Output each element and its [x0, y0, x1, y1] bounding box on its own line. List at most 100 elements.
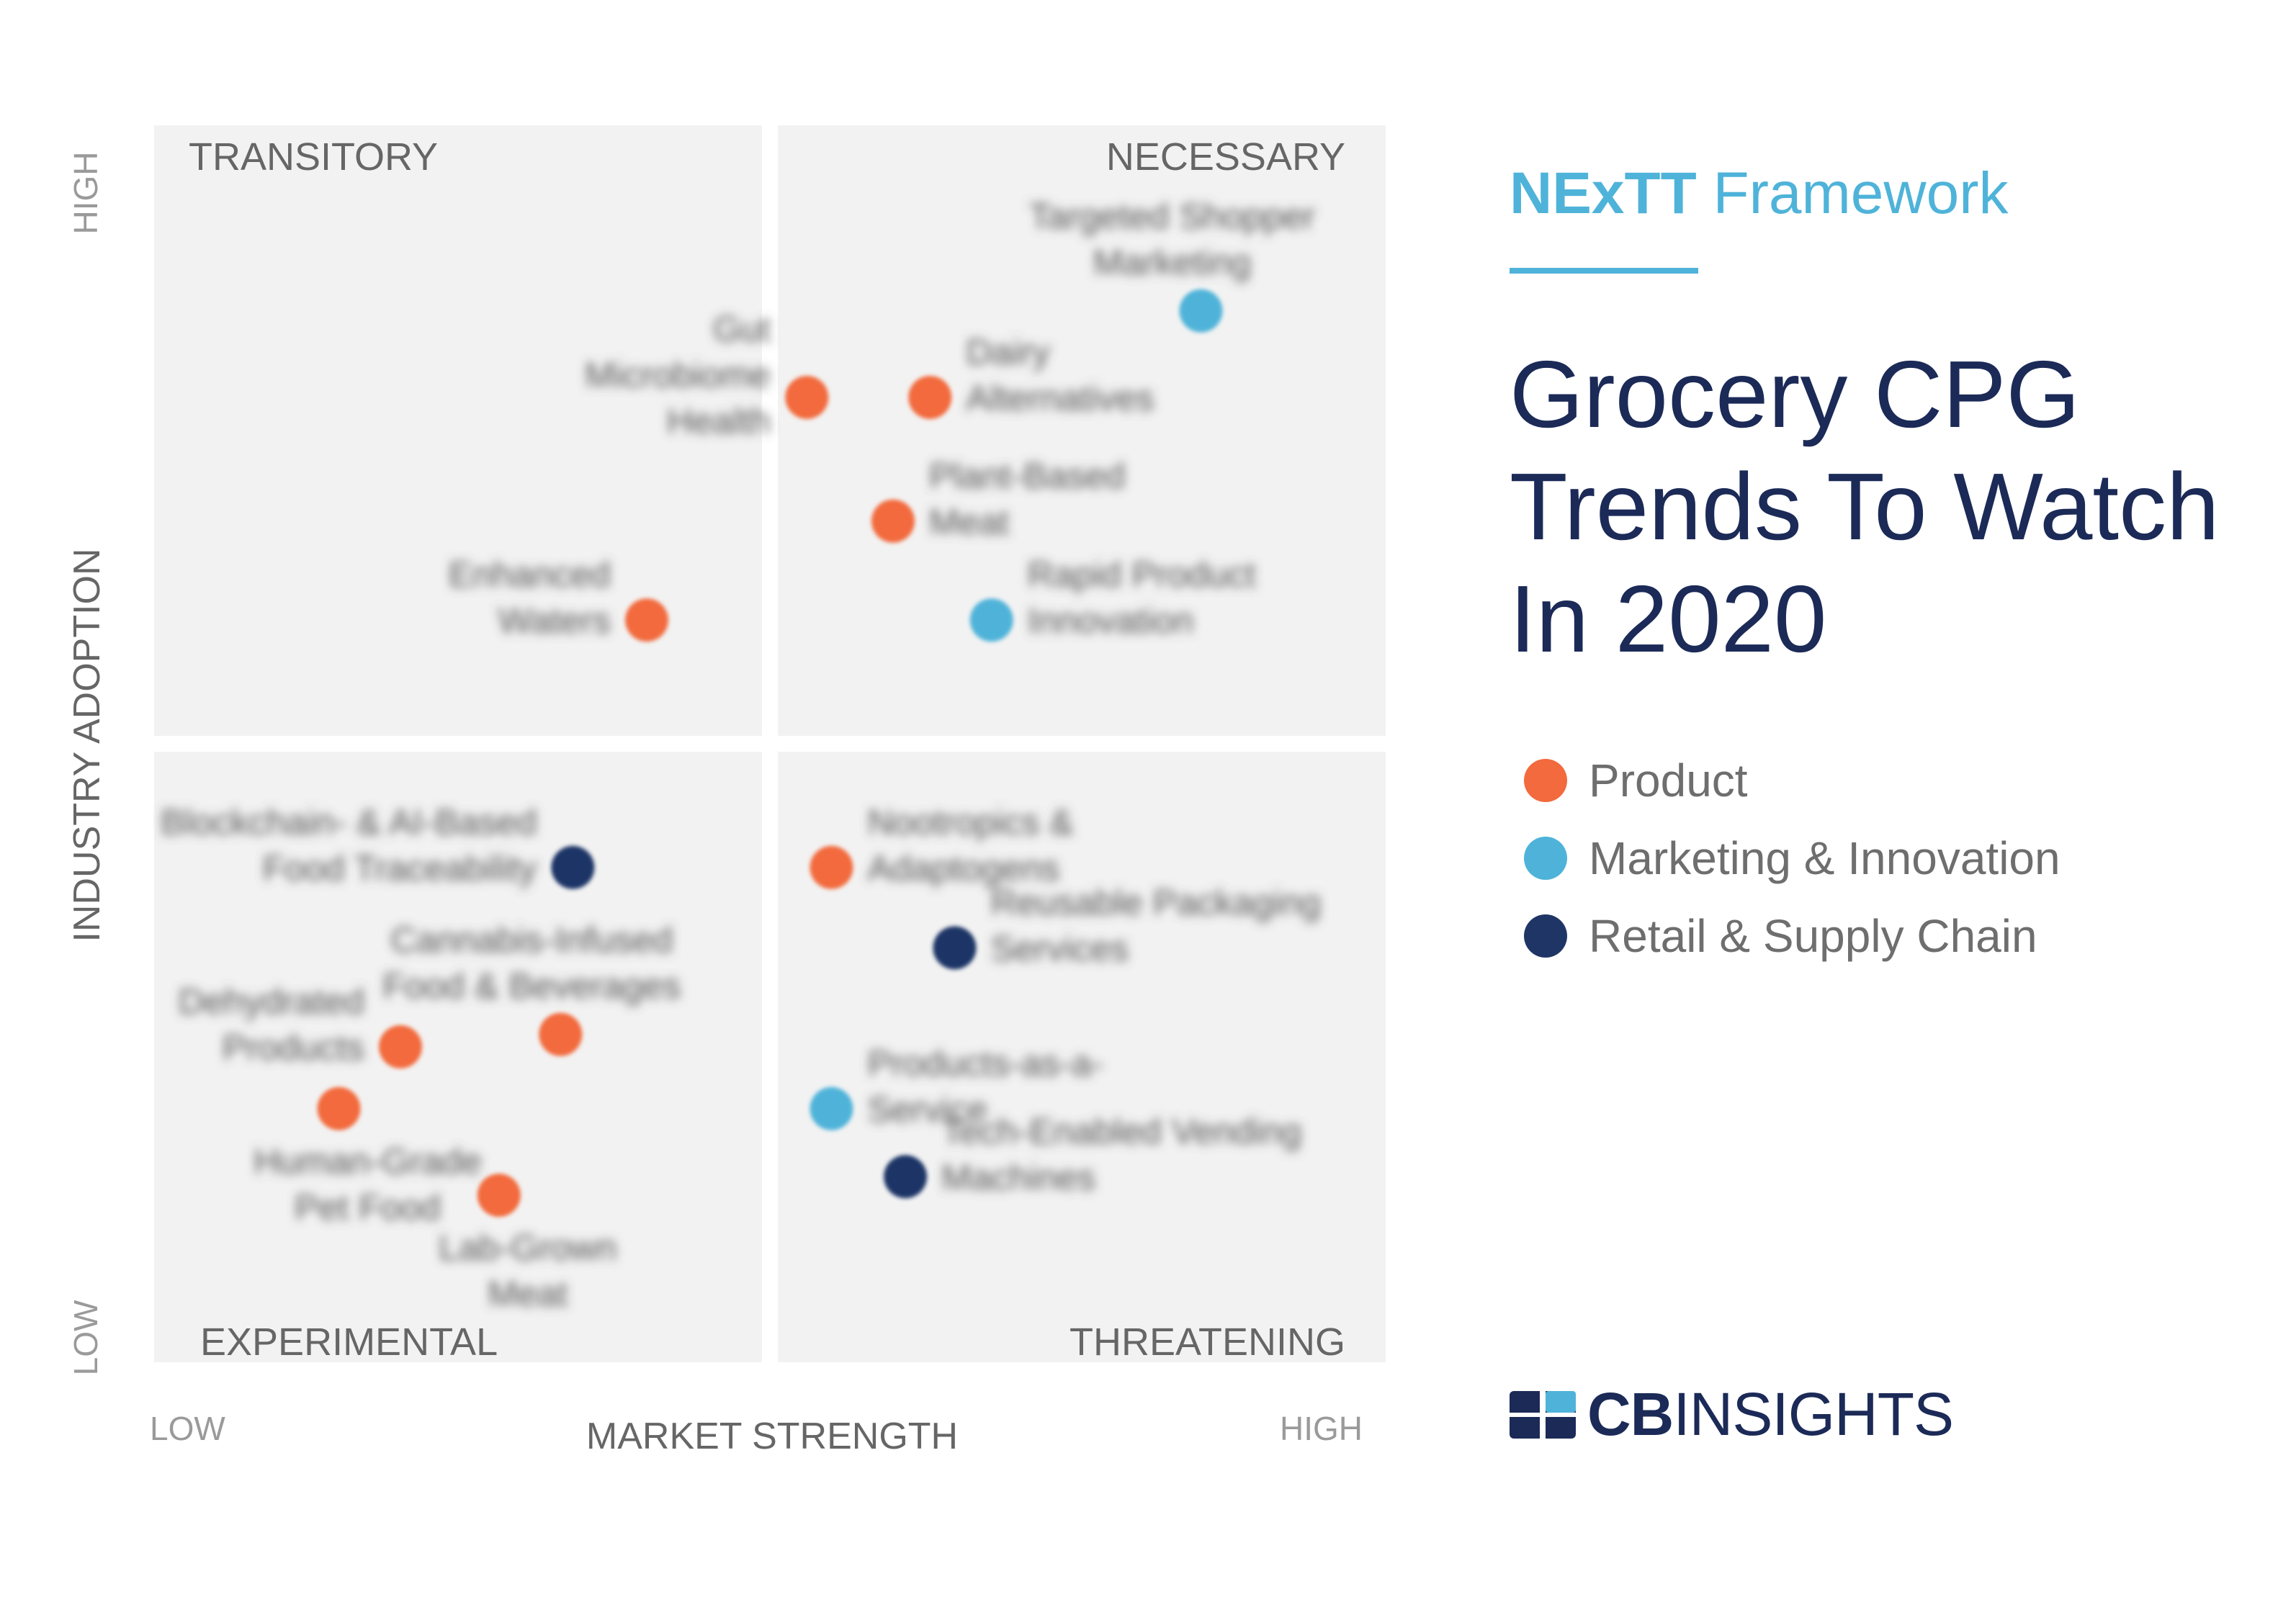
trend-point-label-line: Services [991, 928, 1129, 968]
trend-point-label-line: Health [667, 401, 771, 441]
trend-point-label-line: Human-Grade [254, 1141, 482, 1182]
trend-point-dot [908, 375, 952, 419]
trend-point-label-line: Machines [941, 1157, 1095, 1197]
trend-point-label: Reusable Packaging Services [991, 882, 1322, 968]
chart-text-layer: TRANSITORY NECESSARY EXPERIMENTAL THREAT… [66, 135, 1363, 1457]
trend-point-label: Rapid Product Innovation [1028, 554, 1256, 641]
trend-point-label-line: Tech-Enabled Vending [941, 1111, 1301, 1151]
quadrant-label-transitory: TRANSITORY [189, 135, 438, 179]
trend-point-dot [871, 499, 915, 543]
trend-point: Gut Microbiome Health [585, 309, 829, 441]
logo-text-rest: INSIGHTS [1673, 1380, 1954, 1448]
framework-heading: NExTT Framework [1510, 160, 2009, 228]
quadrant-label-experimental: EXPERIMENTAL [200, 1320, 498, 1364]
legend-item-retail: Retail & Supply Chain [1524, 897, 2060, 975]
quadrant-experimental [154, 752, 762, 1362]
trend-point-label-line: Nootropics & [868, 802, 1074, 842]
cb-insights-logo: CBINSIGHTS [1510, 1380, 1954, 1449]
trend-point-dot [551, 845, 595, 889]
framework-heading-rest: Framework [1713, 161, 2009, 226]
trend-point-label-line: Lab-Grown [439, 1228, 616, 1268]
trend-point-label: Gut Microbiome Health [585, 309, 771, 441]
trend-point-label: Dairy Alternatives [966, 332, 1154, 418]
trend-point-label-line: Gut [713, 309, 771, 349]
trend-point-label-line: Meat [488, 1274, 568, 1314]
trend-point-label-line: Targeted Shopper [1029, 197, 1316, 237]
trend-point: Nootropics & Adaptogens [810, 802, 1074, 889]
x-axis-high-label: HIGH [1280, 1410, 1363, 1447]
trend-point-label-line: Microbiome [585, 355, 771, 395]
x-axis-low-label: LOW [150, 1410, 225, 1447]
cb-insights-wordmark: CBINSIGHTS [1587, 1380, 1954, 1449]
trend-point-label: Targeted Shopper Marketing [1029, 197, 1316, 283]
framework-underline [1510, 268, 1698, 274]
trend-point-label-line: Rapid Product [1028, 554, 1256, 595]
report-title-line-2: Trends To Watch [1510, 454, 2220, 559]
trend-point: Cannabis-Infused Food & Beverages [382, 920, 681, 1056]
trend-point: Targeted Shopper Marketing [1029, 197, 1316, 333]
trend-point-dot [317, 1086, 361, 1130]
trend-point: Products-as-a- Service [810, 1043, 1104, 1130]
y-axis-title: INDUSTRY ADOPTION [66, 548, 108, 942]
quadrant-backgrounds [154, 125, 1386, 1362]
trend-point-label-line: Enhanced [449, 554, 611, 595]
trend-point-label: Cannabis-Infused Food & Beverages [382, 920, 681, 1007]
trend-point-dot [969, 598, 1013, 642]
trend-point-dot [477, 1174, 521, 1218]
trend-point-dot [884, 1155, 928, 1199]
quadrant-label-necessary: NECESSARY [1106, 135, 1345, 179]
report-title-line-3: In 2020 [1510, 566, 1827, 672]
trend-point-label-line: Products-as-a- [868, 1043, 1104, 1084]
trend-point-label-line: Service [868, 1089, 988, 1130]
trend-point-label-line: Waters [498, 600, 611, 641]
trend-point-label: Dehydrated Products [179, 981, 365, 1068]
trend-point-label-line: Adaptogens [868, 848, 1060, 888]
trend-point-dot [539, 1012, 583, 1056]
trend-point-label: Lab-Grown Meat [439, 1228, 616, 1314]
trend-point: Enhanced Waters [449, 554, 668, 642]
logo-text-bold: CB [1587, 1380, 1674, 1448]
trend-point-label-line: Plant-Based [929, 456, 1125, 496]
trend-point-label-line: Dairy [966, 332, 1050, 372]
trend-point: Rapid Product Innovation [969, 554, 1256, 642]
trend-point-label-line: Marketing [1093, 243, 1252, 283]
trend-point-dot [625, 598, 668, 642]
trend-point-label: Human-Grade Pet Food [254, 1141, 482, 1228]
trend-point-dot [379, 1025, 422, 1068]
trend-point: Dehydrated Products [179, 981, 422, 1068]
trend-points: Targeted Shopper Marketing Gut Microbiome He… [161, 197, 1321, 1314]
legend-item-product: Product [1524, 742, 2060, 819]
quadrant-threatening [778, 752, 1386, 1362]
y-axis-low-label: LOW [67, 1300, 104, 1375]
trend-point-label-line: Pet Food [295, 1187, 441, 1228]
trend-point-label-line: Innovation [1028, 600, 1194, 641]
trend-point-label-line: Cannabis-Infused [390, 920, 673, 960]
trend-point-label: Enhanced Waters [449, 554, 611, 641]
legend-dot-retail [1524, 914, 1567, 958]
legend-label-retail: Retail & Supply Chain [1589, 910, 2037, 962]
cb-insights-logo-icon [1510, 1390, 1576, 1439]
trend-point-label-line: Blockchain- & AI-Based [161, 802, 537, 842]
trend-point-dot [785, 375, 829, 419]
framework-heading-bold: NExTT [1510, 161, 1697, 226]
y-axis-high-label: HIGH [67, 152, 104, 235]
report-title-line-1: Grocery CPG [1510, 341, 2081, 447]
quadrant-necessary [778, 125, 1386, 736]
legend-label-marketing: Marketing & Innovation [1589, 832, 2060, 884]
trend-point-label: Blockchain- & AI-Based Food Traceability [161, 802, 537, 888]
trend-point: Lab-Grown Meat [439, 1174, 616, 1314]
trend-point-label-line: Reusable Packaging [991, 882, 1322, 922]
legend-label-product: Product [1589, 755, 1748, 806]
trend-point-label-line: Food Traceability [263, 848, 537, 888]
trend-point: Tech-Enabled Vending Machines [884, 1111, 1301, 1199]
category-legend: Product Marketing & Innovation Retail & … [1524, 742, 2060, 975]
trend-point-label-line: Dehydrated [179, 981, 365, 1022]
trend-point-label-line: Products [223, 1027, 364, 1068]
quadrant-label-threatening: THREATENING [1069, 1320, 1345, 1364]
trend-point-label: Products-as-a- Service [868, 1043, 1104, 1130]
legend-dot-product [1524, 759, 1567, 802]
report-title: Grocery CPG Trends To Watch In 2020 [1510, 338, 2220, 675]
x-axis-title: MARKET STRENGTH [586, 1416, 958, 1457]
trend-point-dot [933, 926, 977, 970]
